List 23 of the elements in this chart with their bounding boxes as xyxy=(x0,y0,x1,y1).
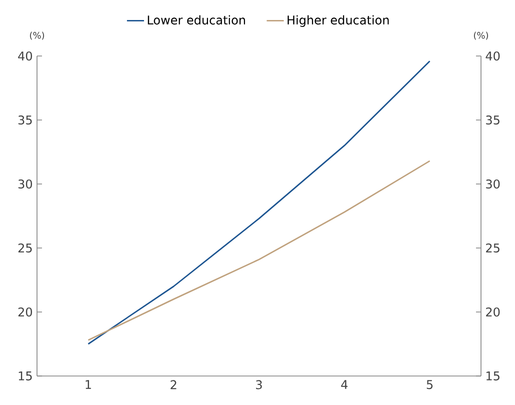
x-tick-label: 4 xyxy=(341,380,348,389)
y2-tick-label: 15 xyxy=(486,372,500,380)
y-tick-label: 15 xyxy=(18,372,32,380)
x-tick-label: 3 xyxy=(256,380,262,390)
y2-tick-label: 20 xyxy=(486,307,500,317)
y-tick-label: 30 xyxy=(18,179,32,189)
y-axis-title: (%) xyxy=(30,32,44,40)
x-tick-label: 5 xyxy=(426,380,433,390)
y2-axis-title: (%) xyxy=(474,32,488,40)
line-series xyxy=(88,160,430,341)
y2-tick-label: 25 xyxy=(486,243,500,253)
y2-tick-label: 35 xyxy=(486,115,500,125)
legend-label: Higher education xyxy=(288,15,389,27)
x-tick-label: 1 xyxy=(86,380,91,389)
y-tick-label: 20 xyxy=(18,307,32,317)
y2-tick-label: 30 xyxy=(486,179,500,189)
legend-label: Lower education xyxy=(148,15,246,25)
line-series xyxy=(88,60,430,345)
y2-tick-label: 40 xyxy=(486,51,500,61)
y-tick-label: 40 xyxy=(18,51,32,61)
y-tick-label: 35 xyxy=(18,115,32,125)
x-tick-label: 2 xyxy=(170,380,176,390)
y-tick-label: 25 xyxy=(18,243,32,253)
